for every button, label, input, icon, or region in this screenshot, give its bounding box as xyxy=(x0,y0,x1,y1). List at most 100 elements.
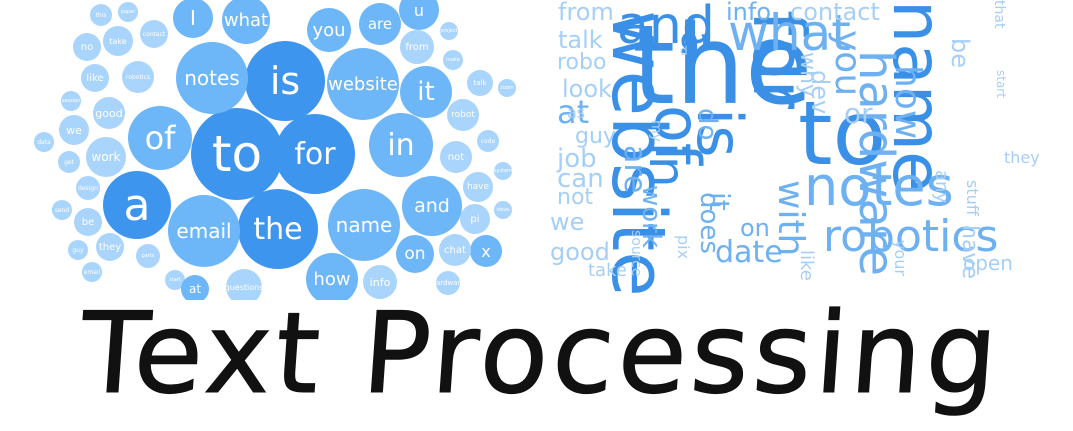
bubble-26: have xyxy=(463,172,493,202)
bubble-39: code xyxy=(477,130,499,152)
cloud-word-2: to xyxy=(798,82,887,185)
bubble-48: hardware xyxy=(432,271,465,295)
bubble-11: and xyxy=(402,176,462,236)
bubble-33: they xyxy=(96,233,124,261)
cloud-word-55: or xyxy=(844,97,873,130)
cloud-word-6: notes xyxy=(804,155,954,218)
bubble-21: work xyxy=(86,137,126,177)
cloud-word-51: start xyxy=(994,70,1008,98)
bubble-12: it xyxy=(400,66,452,118)
cloud-word-39: source xyxy=(628,230,644,277)
cloud-word-21: on xyxy=(740,214,770,242)
cloud-word-30: look xyxy=(562,75,612,103)
bubble-5: of xyxy=(128,106,192,170)
cloud-word-48: have xyxy=(957,225,982,279)
cloud-word-29: robo xyxy=(557,50,607,75)
cloud-word-38: as xyxy=(567,103,586,122)
cloud-word-36: take xyxy=(588,260,627,281)
bubble-44: guy xyxy=(68,240,88,260)
cloud-word-41: pix xyxy=(674,235,693,260)
bubble-29: we xyxy=(59,115,89,145)
bubble-58: at xyxy=(181,275,209,300)
cloud-word-34: we xyxy=(550,208,585,236)
cloud-word-18: at xyxy=(557,93,590,131)
cloud-word-15: you xyxy=(827,30,868,97)
cloud-word-45: any xyxy=(931,170,952,204)
cloud-word-7: and xyxy=(617,0,715,56)
cloud-word-31: job xyxy=(557,144,597,174)
bubble-14: what xyxy=(222,0,270,44)
bubble-41: data xyxy=(34,132,54,152)
bubble-22: info xyxy=(363,265,397,299)
cloud-word-27: talk xyxy=(558,26,603,54)
bubble-51: make xyxy=(443,50,463,70)
bubble-17: I xyxy=(173,0,213,38)
bubble-54: paper xyxy=(118,2,138,22)
bubble-1: for xyxy=(275,114,355,194)
cloud-word-35: good xyxy=(550,238,610,266)
bubble-52: project xyxy=(440,22,458,40)
bubble-38: talk xyxy=(467,70,493,96)
bubble-2: is xyxy=(245,41,325,121)
cloud-word-37: guy xyxy=(575,124,616,149)
bubble-3: the xyxy=(238,189,318,269)
bubble-49: this xyxy=(90,4,112,26)
cloud-word-44: open xyxy=(963,251,1013,275)
cloud-word-25: info xyxy=(726,0,772,26)
bubble-40: get xyxy=(58,151,80,173)
bubble-16: are xyxy=(359,3,401,45)
cloud-word-12: robotics xyxy=(823,211,999,262)
bubble-28: pi xyxy=(460,204,490,234)
cloud-word-42: like xyxy=(796,250,817,281)
cloud-word-33: not xyxy=(557,185,594,210)
bubble-46: parts xyxy=(136,244,160,268)
bubble-13: how xyxy=(306,253,358,300)
cloud-word-20: date xyxy=(715,235,783,270)
cloud-word-8: what xyxy=(728,4,851,62)
bubble-32: be xyxy=(74,208,102,236)
bubble-57: ideas xyxy=(494,201,512,219)
bubble-9: name xyxy=(328,189,400,261)
cloud-word-28: from xyxy=(558,0,614,26)
bubble-8: email xyxy=(168,195,240,267)
bubble-25: not xyxy=(440,141,472,173)
cloud-word-32: can xyxy=(557,164,604,194)
bubble-56: system xyxy=(494,162,512,180)
cloud-word-50: that xyxy=(991,0,1007,29)
bubble-4: a xyxy=(103,171,171,239)
bubble-19: on xyxy=(396,235,434,273)
bubble-34: no xyxy=(73,33,101,61)
bubble-7: notes xyxy=(176,42,248,114)
bubble-18: u xyxy=(399,0,439,30)
cloud-word-54: d xyxy=(680,44,688,58)
bubble-15: you xyxy=(307,8,351,52)
bubble-30: good xyxy=(93,97,125,129)
cloud-word-24: does xyxy=(694,192,724,254)
cloud-word-40: my xyxy=(648,120,664,142)
bubble-47: questions xyxy=(225,269,263,300)
bubble-42: design xyxy=(76,176,100,200)
bubble-36: robotics xyxy=(122,61,154,93)
bubble-37: contact xyxy=(140,20,168,48)
cloud-word-26: contact xyxy=(790,0,880,26)
bubble-31: like xyxy=(81,64,109,92)
bubble-23: from xyxy=(400,30,434,64)
cloud-word-53: dev xyxy=(806,70,834,115)
bubble-35: take xyxy=(103,26,133,56)
bubble-55: start xyxy=(165,270,185,290)
cloud-word-47: they xyxy=(1004,148,1040,167)
cloud-word-46: be xyxy=(946,38,974,68)
bubble-50: zoom xyxy=(498,79,516,97)
bubble-45: email xyxy=(82,262,102,282)
bubble-24: robot xyxy=(447,99,479,131)
bubble-43: send xyxy=(52,200,72,220)
bubble-27: chat xyxy=(439,234,471,266)
bubble-0: to xyxy=(191,108,283,200)
bubble-53: session xyxy=(61,91,81,111)
bubble-10: website xyxy=(327,48,399,120)
cloud-word-49: stuff xyxy=(963,180,982,216)
bubble-6: in xyxy=(369,113,433,177)
bubble-word-cloud: to for is the a of in notes email name website and i… xyxy=(0,0,540,300)
cloud-word-13: how xyxy=(887,65,928,140)
bubble-20: x xyxy=(470,235,502,267)
